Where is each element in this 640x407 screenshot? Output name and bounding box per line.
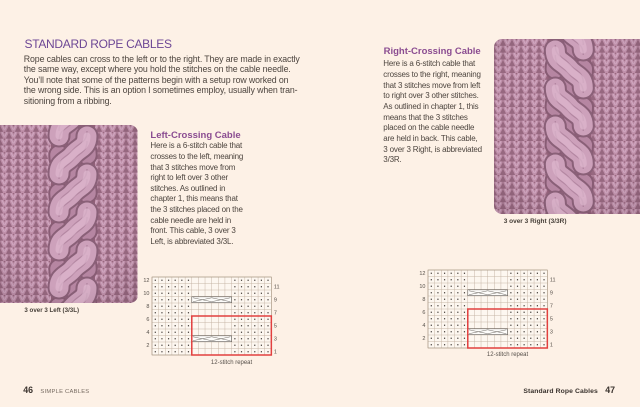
svg-text:12-stitch repeat: 12-stitch repeat bbox=[211, 360, 253, 366]
svg-text:8: 8 bbox=[423, 297, 426, 303]
svg-text:3: 3 bbox=[550, 330, 553, 336]
svg-text:12: 12 bbox=[144, 278, 150, 284]
svg-text:1: 1 bbox=[274, 350, 277, 356]
svg-text:5: 5 bbox=[274, 324, 277, 330]
svg-text:6: 6 bbox=[147, 317, 150, 323]
svg-text:10: 10 bbox=[420, 284, 426, 290]
svg-text:7: 7 bbox=[550, 304, 553, 310]
svg-text:11: 11 bbox=[550, 278, 556, 284]
svg-text:5: 5 bbox=[550, 317, 553, 323]
svg-text:2: 2 bbox=[423, 336, 426, 342]
svg-text:9: 9 bbox=[274, 298, 277, 304]
svg-text:9: 9 bbox=[550, 291, 553, 297]
svg-text:6: 6 bbox=[423, 310, 426, 316]
svg-text:1: 1 bbox=[550, 343, 553, 349]
svg-text:4: 4 bbox=[147, 330, 150, 336]
svg-text:7: 7 bbox=[274, 311, 277, 317]
svg-text:4: 4 bbox=[423, 323, 426, 329]
svg-text:2: 2 bbox=[147, 343, 150, 349]
svg-text:3: 3 bbox=[274, 337, 277, 343]
svg-text:12-stitch repeat: 12-stitch repeat bbox=[487, 352, 529, 358]
svg-text:11: 11 bbox=[274, 285, 280, 291]
svg-text:8: 8 bbox=[147, 304, 150, 310]
svg-text:10: 10 bbox=[144, 291, 150, 297]
svg-text:12: 12 bbox=[420, 271, 426, 277]
